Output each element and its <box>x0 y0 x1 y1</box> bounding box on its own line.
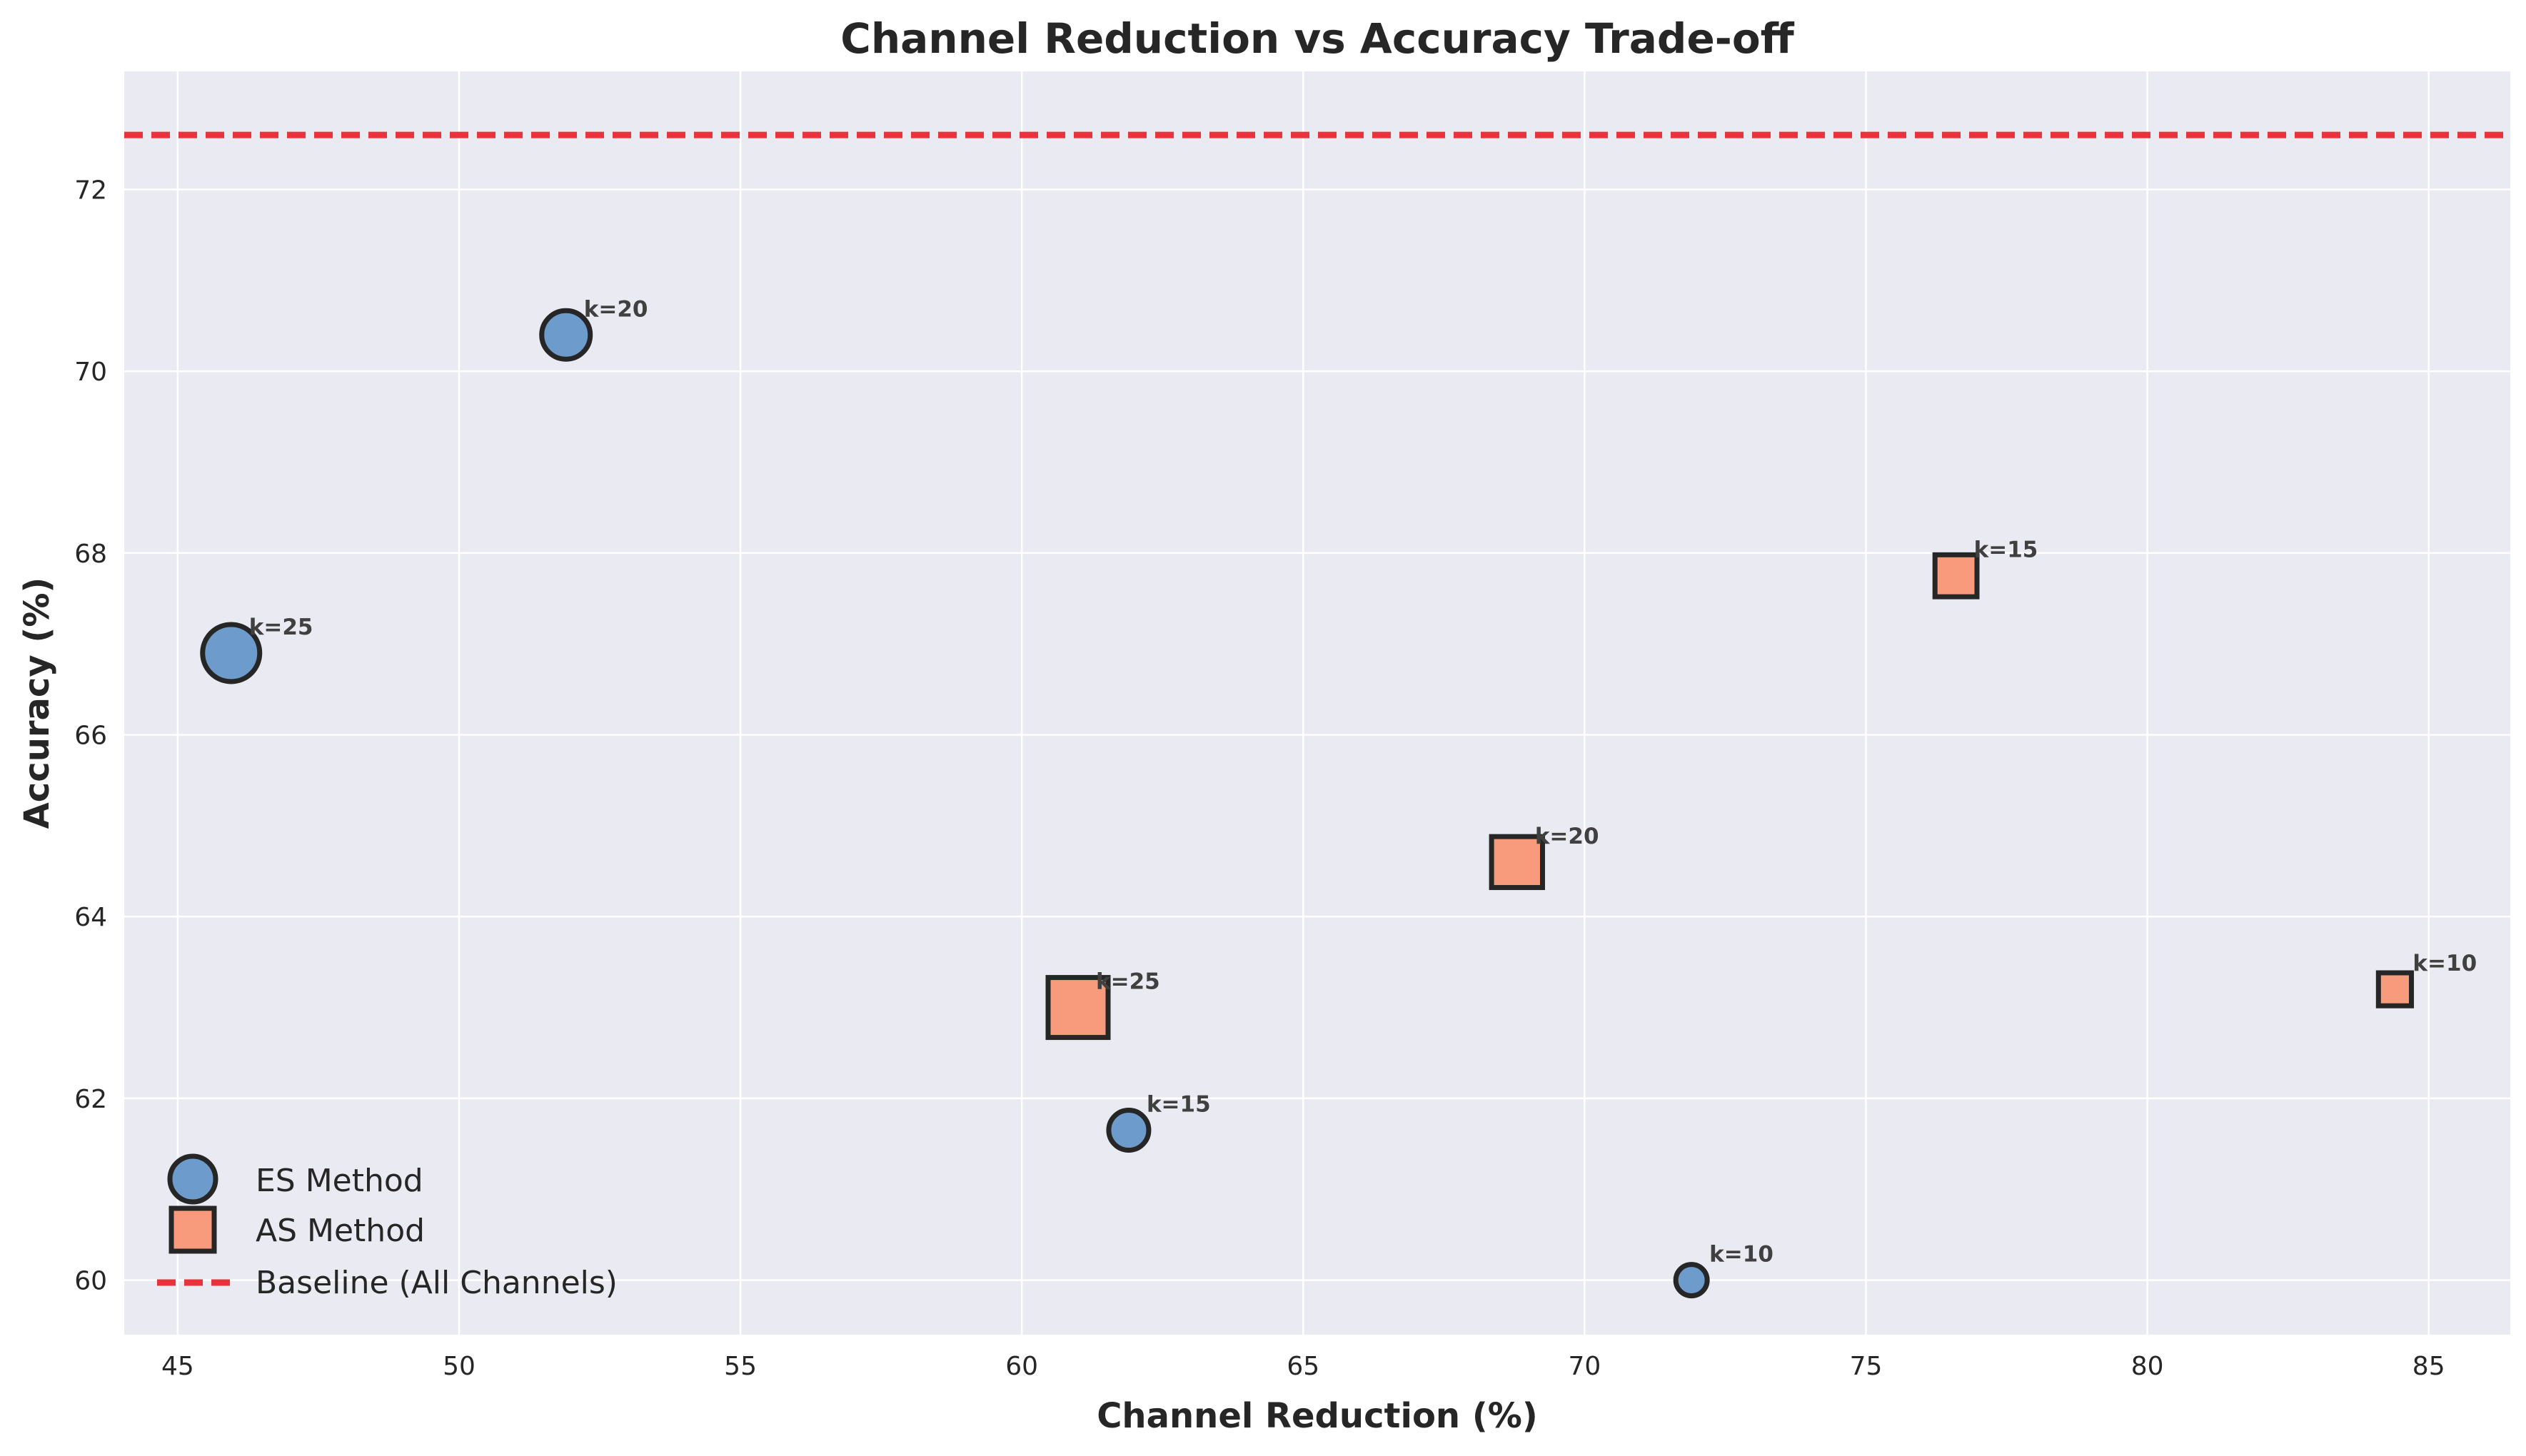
y-tick-label: 68 <box>74 540 107 569</box>
point-label: k=15 <box>1974 537 2038 563</box>
legend-es-marker <box>167 1153 218 1205</box>
point-label: k=20 <box>1535 824 1599 849</box>
chart-title: Channel Reduction vs Accuracy Trade-off <box>840 14 1794 63</box>
point-label: k=10 <box>1709 1242 1773 1268</box>
y-axis-ticks: 60 62 64 66 68 70 72 <box>74 176 107 1296</box>
legend-as-marker <box>168 1205 217 1254</box>
y-tick-label: 60 <box>74 1267 107 1296</box>
x-tick-label: 85 <box>2412 1352 2445 1381</box>
y-tick-label: 64 <box>74 903 107 932</box>
plot-area <box>124 71 2510 1335</box>
y-tick-label: 66 <box>74 722 107 751</box>
legend-baseline-label: Baseline (All Channels) <box>256 1265 618 1301</box>
x-tick-label: 45 <box>161 1352 194 1381</box>
as-point <box>2375 970 2415 1008</box>
es-point <box>1673 1262 1710 1299</box>
y-tick-label: 62 <box>74 1085 107 1114</box>
es-point <box>1106 1107 1152 1153</box>
x-tick-label: 65 <box>1287 1352 1319 1381</box>
x-tick-label: 55 <box>724 1352 757 1381</box>
as-point <box>1489 834 1546 891</box>
y-tick-label: 72 <box>74 176 107 206</box>
point-label: k=15 <box>1147 1091 1211 1117</box>
x-tick-label: 60 <box>1005 1352 1038 1381</box>
legend-as-label: AS Method <box>256 1213 425 1249</box>
x-tick-label: 80 <box>2131 1352 2164 1381</box>
point-label: k=20 <box>584 296 648 322</box>
data-points <box>200 308 2415 1299</box>
point-label: k=25 <box>249 615 313 640</box>
legend-es-label: ES Method <box>256 1163 423 1199</box>
x-axis-ticks: 45 50 55 60 65 70 75 80 85 <box>161 1352 2445 1381</box>
legend: ES Method AS Method Baseline (All Channe… <box>157 1153 618 1301</box>
y-axis-label: Accuracy (%) <box>17 577 57 829</box>
x-tick-label: 50 <box>443 1352 475 1381</box>
x-axis-label: Channel Reduction (%) <box>1097 1396 1538 1436</box>
point-labels: k=10 k=15 k=20 k=25 k=10 k=15 k=20 k=25 <box>249 296 2477 1267</box>
y-tick-label: 70 <box>74 358 107 387</box>
x-tick-label: 70 <box>1568 1352 1601 1381</box>
grid-lines <box>124 71 2510 1335</box>
as-point <box>1932 552 1980 600</box>
as-point <box>1045 975 1111 1041</box>
point-label: k=25 <box>1096 969 1160 995</box>
point-label: k=10 <box>2412 951 2477 976</box>
x-tick-label: 75 <box>1850 1352 1883 1381</box>
es-point <box>200 622 263 684</box>
es-point <box>539 308 593 362</box>
